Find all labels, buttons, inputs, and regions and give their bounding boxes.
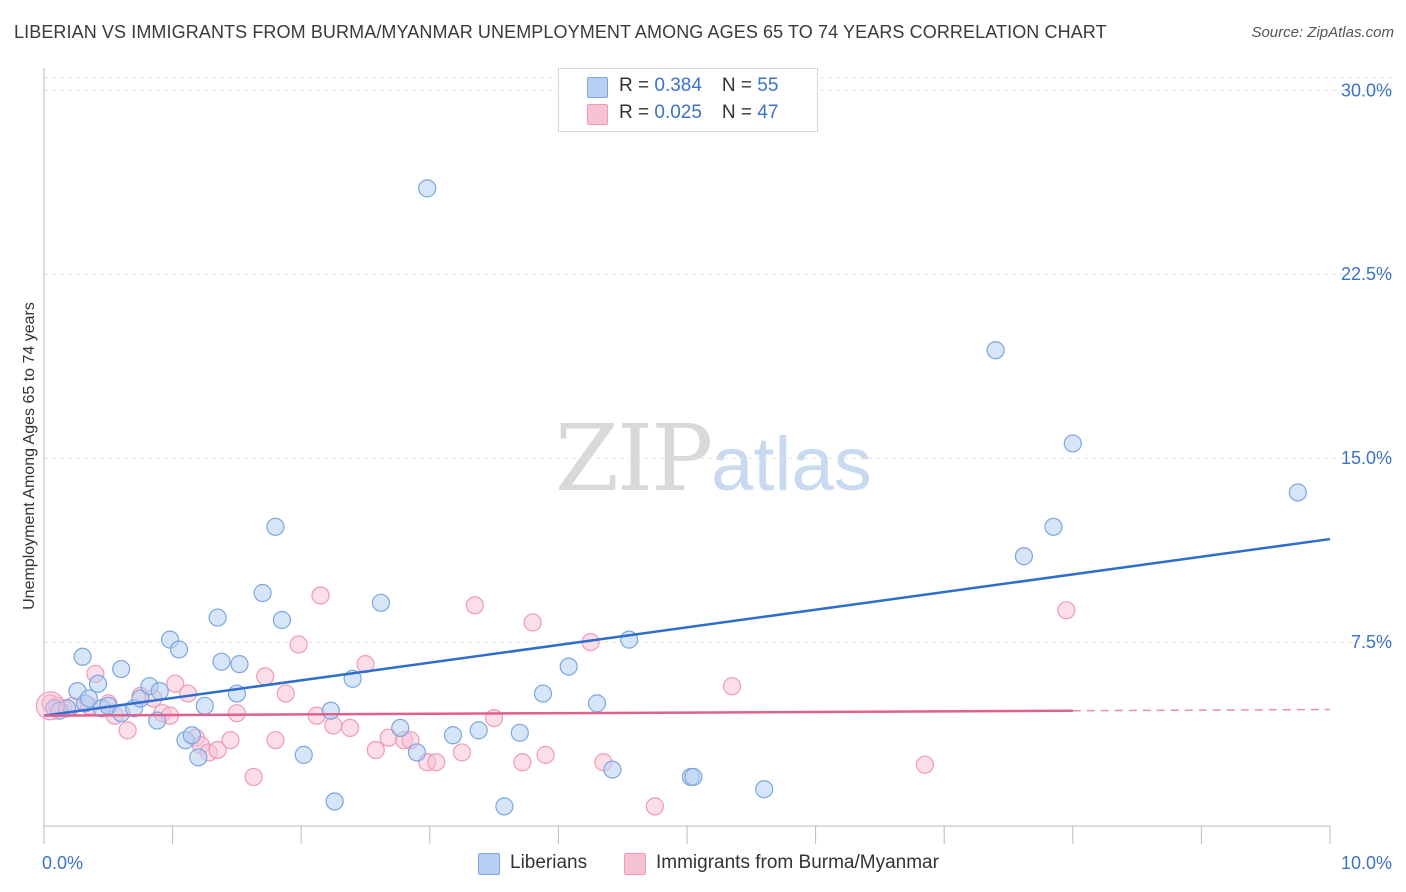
burma-point — [227, 704, 246, 723]
legend-n-label: N = — [721, 102, 758, 123]
burma-point — [536, 745, 555, 764]
burma-point — [485, 708, 504, 728]
liberians-point — [418, 179, 437, 198]
x-tick-label-max: 10.0% — [1341, 853, 1392, 873]
liberians-point — [684, 767, 703, 787]
burma-point — [645, 797, 664, 816]
liberians-point — [1063, 434, 1082, 453]
legend-label-burma: Immigrants from Burma/Myanmar — [656, 852, 939, 873]
legend-n-value-burma: 47 — [757, 102, 779, 123]
liberians-point — [253, 583, 272, 603]
liberians-point — [150, 682, 169, 701]
liberians-point — [510, 723, 529, 742]
burma-trendline-extension — [1072, 708, 1331, 712]
liberians-point — [533, 684, 553, 703]
burma-trendline — [43, 709, 1073, 717]
liberians-point — [195, 696, 214, 715]
burma-point — [311, 586, 330, 605]
liberians-point — [182, 726, 201, 745]
liberians-point — [1044, 517, 1063, 536]
chart-source: Source: ZipAtlas.com — [1251, 24, 1394, 41]
y-tick-label: 22.5% — [1341, 264, 1392, 284]
liberians-point — [469, 721, 488, 740]
liberians-point — [208, 608, 227, 627]
legend-r-label: R = — [619, 102, 655, 123]
burma-point — [523, 613, 542, 632]
burma-point — [1057, 601, 1076, 620]
correlation-legend: R = 0.384 N = 55 R = 0.025 N = 47 — [558, 68, 818, 132]
liberians-point — [1014, 547, 1034, 566]
burma-point — [276, 684, 295, 703]
liberians-point — [443, 726, 463, 745]
burma-point — [915, 755, 935, 774]
liberians-point — [407, 743, 427, 762]
liberians-point — [73, 647, 92, 666]
liberians-point — [1288, 483, 1307, 502]
liberians-point — [112, 659, 131, 679]
burma-point — [118, 721, 137, 740]
burma-point — [324, 716, 343, 735]
legend-r-label: R = — [619, 75, 655, 96]
burma-point — [178, 684, 198, 703]
burma-point — [221, 731, 240, 750]
burma-point — [513, 753, 532, 772]
liberians-point — [169, 640, 189, 659]
y-tick-label: 7.5% — [1351, 632, 1392, 652]
legend-swatch-burma — [624, 853, 646, 875]
burma-point — [452, 743, 472, 762]
legend-label-liberians: Liberians — [510, 852, 588, 873]
legend-r-value-burma: 0.025 — [654, 102, 702, 123]
liberians-point — [587, 694, 607, 713]
burma-point — [340, 718, 360, 738]
liberians-point — [391, 718, 410, 738]
liberians-point — [495, 797, 514, 816]
liberians-point — [325, 792, 344, 811]
chart-title: LIBERIAN VS IMMIGRANTS FROM BURMA/MYANMA… — [14, 22, 1107, 42]
x-tick-label-min: 0.0% — [42, 853, 83, 873]
burma-point — [244, 767, 263, 787]
liberians-point — [189, 748, 208, 767]
burma-point — [289, 635, 308, 654]
liberians-point — [986, 341, 1005, 360]
liberians-point — [755, 780, 774, 799]
legend-n-label: N = — [721, 75, 758, 96]
burma-point — [427, 753, 446, 772]
liberians-point — [321, 701, 340, 720]
liberians-point — [371, 593, 391, 612]
burma-point — [722, 677, 742, 696]
burma-point — [166, 674, 185, 693]
liberians-point — [212, 652, 231, 671]
liberians-point — [230, 655, 249, 674]
liberians-point — [603, 760, 622, 779]
legend-r-value-liberians: 0.384 — [654, 75, 702, 96]
legend-swatch-liberians — [587, 77, 608, 98]
liberians-point — [294, 745, 313, 764]
liberians-point — [79, 689, 99, 708]
burma-point — [256, 667, 275, 686]
liberians-point — [559, 657, 578, 676]
burma-point — [465, 596, 484, 615]
burma-point — [366, 740, 385, 760]
liberians-point — [266, 517, 285, 536]
y-tick-label: 30.0% — [1341, 80, 1392, 100]
burma-point — [208, 740, 227, 760]
legend-swatch-liberians — [478, 853, 500, 875]
legend-swatch-burma — [587, 104, 608, 125]
liberians-trendline — [43, 537, 1331, 717]
burma-point — [266, 731, 285, 750]
liberians-point — [272, 610, 292, 630]
liberians-point — [88, 674, 108, 693]
y-tick-label: 15.0% — [1341, 448, 1392, 468]
legend-n-value-liberians: 55 — [757, 75, 779, 96]
